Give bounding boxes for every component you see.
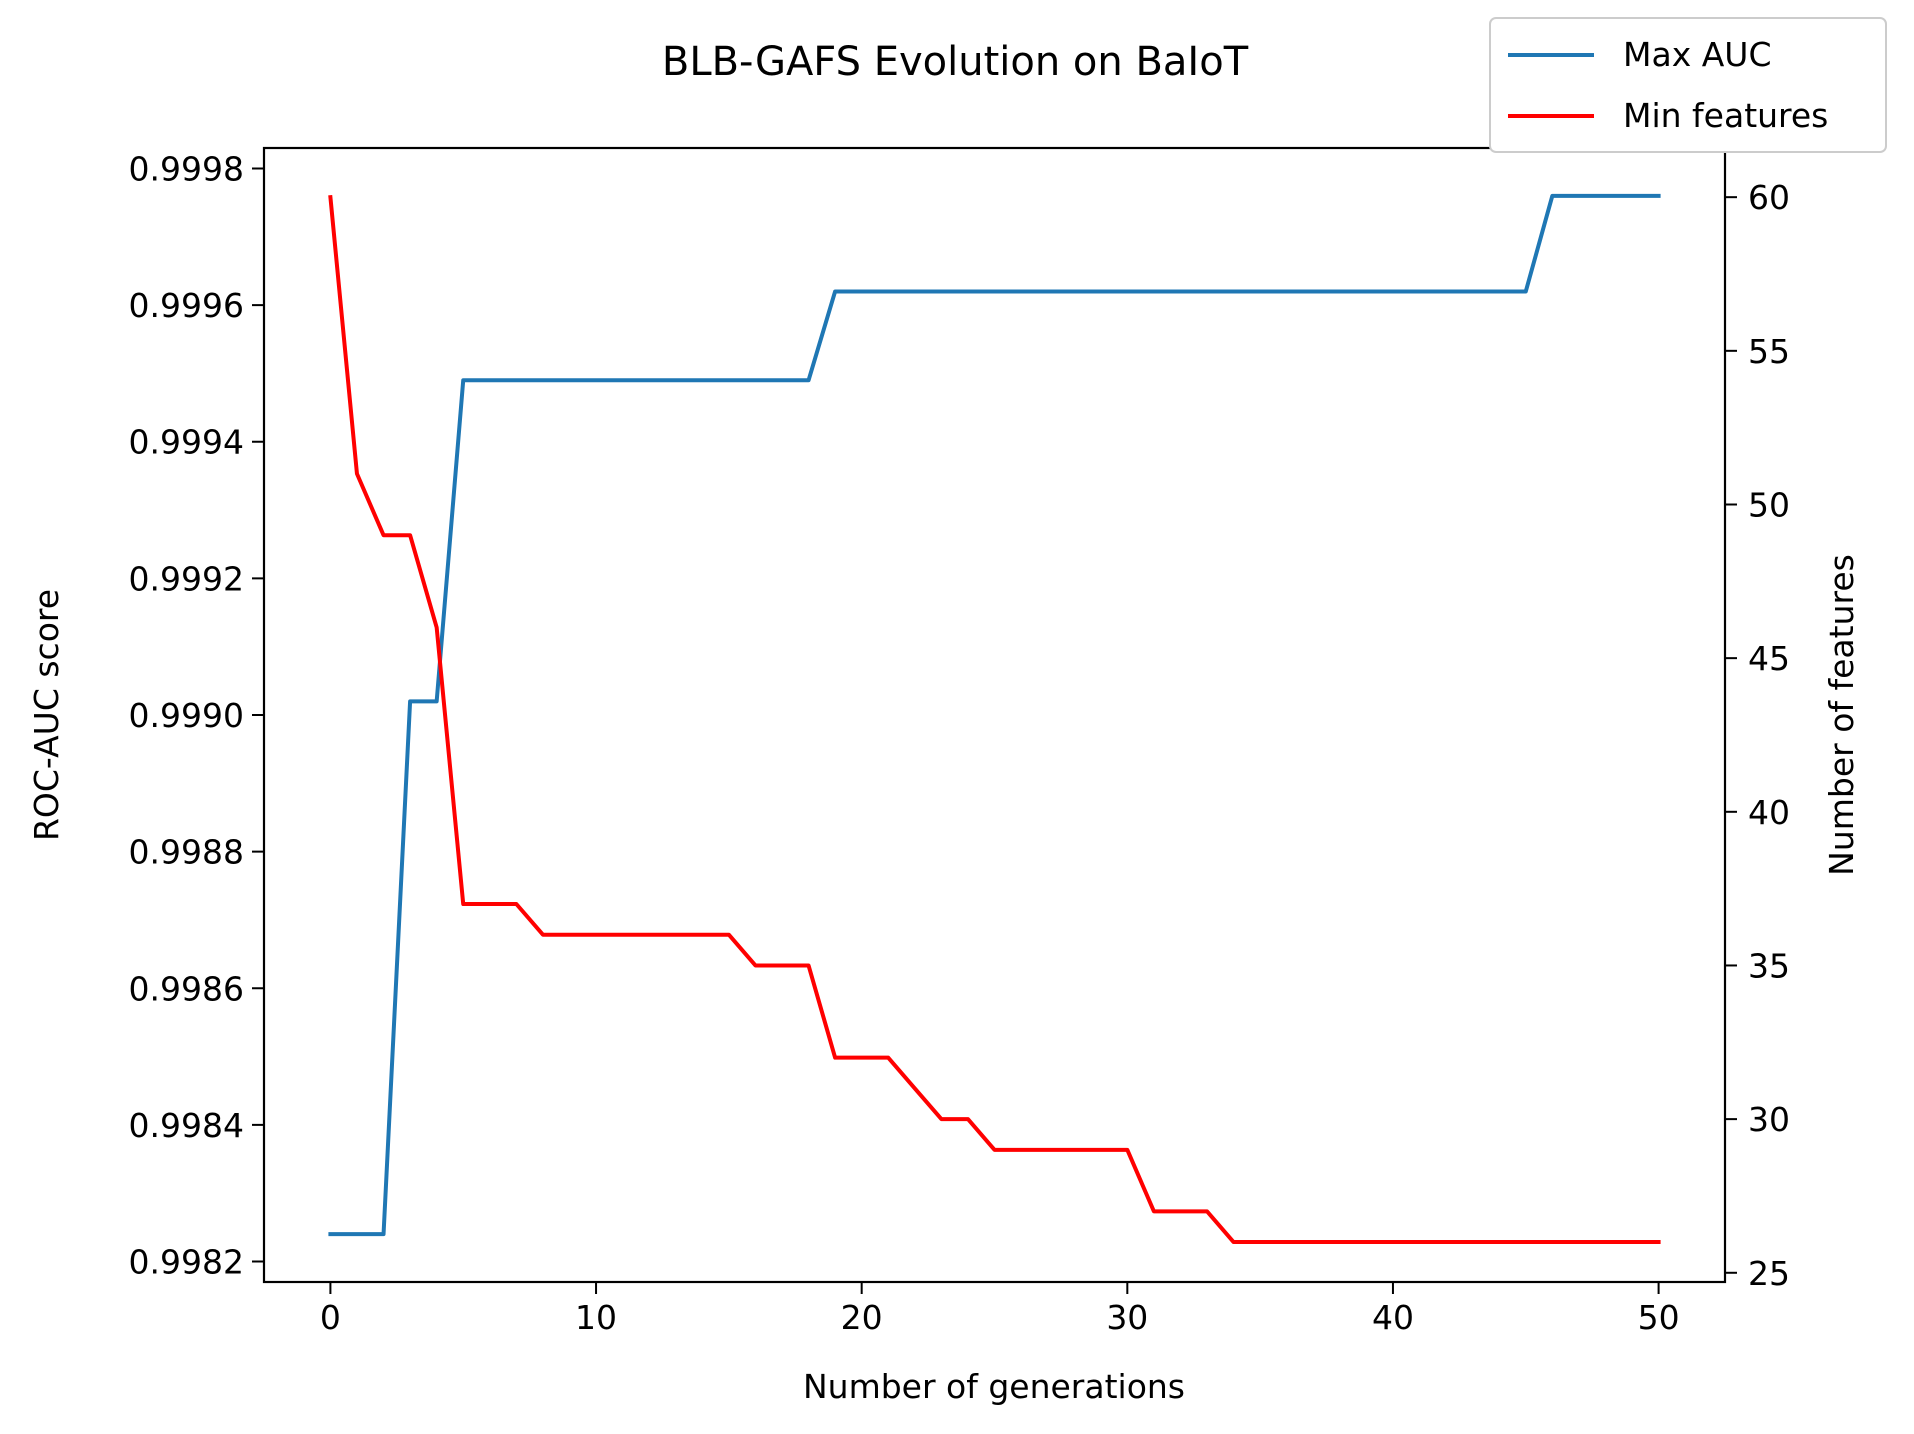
y-left-tick-label: 0.9982 (129, 1243, 244, 1282)
y-right-tick-label: 60 (1748, 178, 1790, 217)
series-layer (328, 193, 1661, 1245)
y-left-tick-label: 0.9994 (129, 423, 244, 462)
chart-title: BLB-GAFS Evolution on BaIoT (662, 39, 1249, 85)
y-left-tick-label: 0.9984 (129, 1106, 244, 1145)
y-left-tick-label: 0.9986 (129, 969, 244, 1008)
x-tick-label: 40 (1372, 1298, 1414, 1337)
y-axis-right-label: Number of features (1822, 554, 1861, 876)
y-axis-left: 0.9982 0.9984 0.9986 0.9988 0.9990 0.9992 0.99… (129, 149, 264, 1282)
x-tick-label: 20 (841, 1298, 883, 1337)
x-tick-label: 50 (1638, 1298, 1680, 1337)
y-left-tick-label: 0.9990 (129, 696, 244, 735)
y-left-tick-label: 0.9992 (129, 559, 244, 598)
x-axis: 0 10 20 30 40 50 (320, 1282, 1680, 1337)
plot-area: 0 10 20 30 40 50 0.99820.99840.99860.99880.99… (129, 146, 1790, 1337)
series-line-max-auc (328, 193, 1661, 1237)
x-tick-label: 10 (575, 1298, 617, 1337)
series-line-min-features (328, 194, 1661, 1245)
x-tick-label: 30 (1106, 1298, 1148, 1337)
y-left-tick-label: 0.9998 (129, 149, 244, 188)
y-right-tick-label: 50 (1748, 485, 1790, 524)
y-right-tick-label: 35 (1748, 946, 1790, 985)
legend-label-max-auc: Max AUC (1623, 35, 1771, 74)
y-axis-right: 25 30 35 40 45 50 55 60 (1725, 178, 1790, 1293)
legend-label-min-features: Min features (1623, 96, 1828, 135)
x-axis-label: Number of generations (803, 1367, 1185, 1406)
y-left-tick-label: 0.9996 (129, 286, 244, 325)
y-right-tick-label: 25 (1748, 1254, 1790, 1293)
y-right-tick-label: 30 (1748, 1100, 1790, 1139)
plot-frame (262, 146, 1727, 1284)
y-right-tick-label: 55 (1748, 332, 1790, 371)
legend: Max AUC Min features (1489, 17, 1887, 153)
legend-box (1489, 17, 1887, 153)
y-right-tick-label: 45 (1748, 639, 1790, 678)
y-left-tick-label: 0.9988 (129, 833, 244, 872)
x-tick-label: 0 (320, 1298, 341, 1337)
y-axis-left-label: ROC-AUC score (27, 589, 66, 841)
y-right-tick-label: 40 (1748, 793, 1790, 832)
